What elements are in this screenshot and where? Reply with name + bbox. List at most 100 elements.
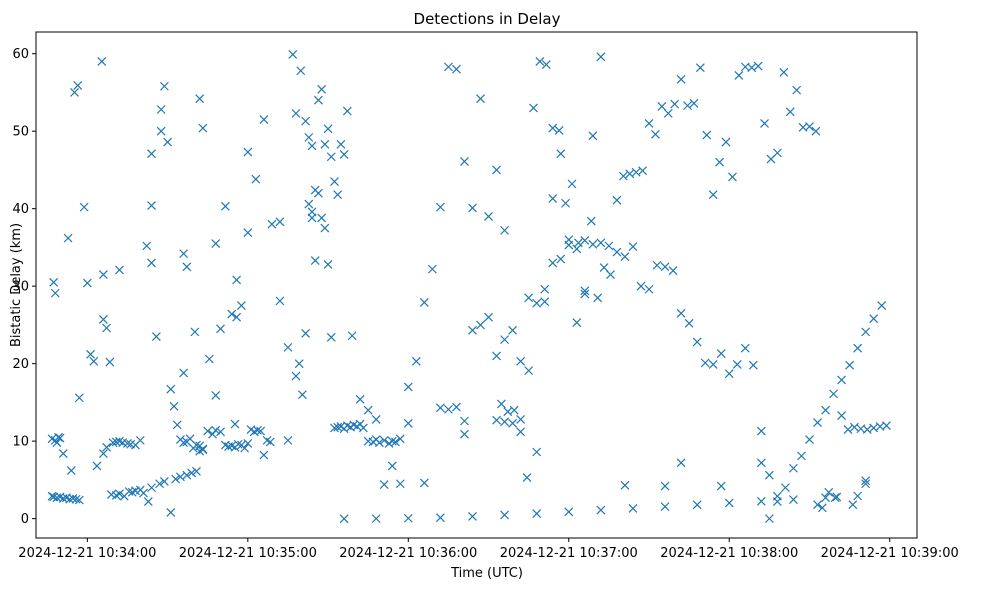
- data-point-marker: [476, 320, 485, 330]
- data-point-marker: [371, 514, 381, 524]
- x-axis: 2024-12-21 10:34:00 2024-12-21 10:35:00 20…: [18, 538, 959, 561]
- data-point-marker: [232, 312, 242, 322]
- data-point-marker: [824, 487, 834, 497]
- data-point-marker: [500, 225, 510, 235]
- data-point-marker: [379, 435, 389, 445]
- data-point-marker: [452, 402, 461, 412]
- data-point-marker: [753, 61, 763, 71]
- data-point-marker: [251, 174, 261, 184]
- data-point-marker: [492, 351, 501, 361]
- data-point-marker: [468, 203, 477, 213]
- data-point-marker: [460, 156, 469, 166]
- y-tick-label: 10: [12, 435, 29, 450]
- data-point-marker: [734, 70, 744, 80]
- data-point-marker: [179, 368, 189, 378]
- data-point-marker: [540, 297, 550, 307]
- data-point-marker: [283, 342, 293, 352]
- data-point-marker: [211, 390, 221, 400]
- data-point-marker: [198, 123, 208, 133]
- data-point-marker: [756, 426, 766, 436]
- data-point-marker: [588, 239, 598, 249]
- data-point-marker: [612, 195, 622, 205]
- data-point-marker: [58, 449, 68, 458]
- data-point-marker: [294, 359, 304, 369]
- data-point-marker: [599, 263, 609, 272]
- data-point-marker: [620, 480, 630, 490]
- data-point-marker: [572, 244, 582, 254]
- data-point-marker: [192, 440, 201, 450]
- data-point-marker: [732, 360, 742, 369]
- data-point-marker: [320, 223, 330, 233]
- data-point-marker: [509, 405, 519, 415]
- data-point-marker: [159, 81, 169, 91]
- data-point-marker: [89, 356, 99, 366]
- data-point-marker: [256, 426, 266, 436]
- data-point-marker: [882, 421, 891, 431]
- data-point-marker: [692, 500, 702, 510]
- y-tick-label: 60: [12, 47, 29, 62]
- data-point-marker: [147, 201, 156, 210]
- data-point-marker: [628, 242, 638, 252]
- data-point-marker: [861, 476, 871, 486]
- data-point-marker: [460, 416, 469, 426]
- data-point-marker: [98, 315, 108, 324]
- data-point-marker: [676, 74, 686, 84]
- data-point-marker: [596, 505, 606, 515]
- data-point-marker: [684, 318, 694, 328]
- data-point-marker: [304, 132, 314, 142]
- data-point-marker: [476, 94, 485, 104]
- data-point-marker: [484, 312, 493, 322]
- data-point-marker: [240, 443, 250, 453]
- data-point-marker: [155, 479, 164, 489]
- data-point-marker: [52, 438, 62, 448]
- data-point-marker: [115, 265, 124, 275]
- data-point-marker: [336, 139, 346, 149]
- data-point-marker: [73, 81, 83, 90]
- data-point-marker: [326, 332, 336, 342]
- data-point-marker: [843, 425, 853, 434]
- data-point-marker: [98, 449, 108, 458]
- data-point-marker: [529, 103, 538, 113]
- data-point-marker: [689, 98, 699, 108]
- data-point-marker: [358, 423, 368, 433]
- data-point-marker: [74, 495, 84, 505]
- data-point-marker: [443, 62, 453, 72]
- data-point-marker: [297, 390, 307, 400]
- data-point-marker: [403, 418, 413, 428]
- data-point-marker: [74, 393, 84, 403]
- data-point-marker: [670, 99, 680, 109]
- data-point-marker: [403, 382, 413, 392]
- data-point-marker: [310, 256, 320, 266]
- data-point-marker: [792, 85, 802, 95]
- data-point-marker: [307, 141, 317, 151]
- data-point-marker: [821, 405, 830, 415]
- data-point-marker: [660, 481, 670, 491]
- data-point-marker: [496, 399, 506, 409]
- data-point-marker: [179, 438, 189, 448]
- data-point-marker: [63, 233, 73, 243]
- data-point-marker: [848, 500, 858, 510]
- data-point-marker: [805, 122, 814, 131]
- data-point-marker: [204, 354, 214, 364]
- data-point-marker: [143, 497, 153, 507]
- data-point-marker: [604, 241, 614, 251]
- data-point-marker: [532, 509, 542, 518]
- data-point-marker: [216, 324, 225, 334]
- data-point-marker: [307, 213, 317, 223]
- data-point-marker: [548, 123, 558, 133]
- data-point-marker: [304, 199, 314, 209]
- data-point-marker: [756, 496, 766, 506]
- y-tick-label: 30: [12, 280, 29, 295]
- data-point-marker: [233, 439, 243, 449]
- data-point-marker: [724, 369, 734, 379]
- data-point-marker: [837, 375, 847, 385]
- data-point-marker: [853, 491, 863, 501]
- data-point-marker: [435, 513, 445, 523]
- data-point-marker: [171, 474, 181, 484]
- data-point-marker: [267, 219, 277, 229]
- data-point-marker: [524, 366, 534, 376]
- data-point-marker: [156, 126, 166, 136]
- data-point-marker: [169, 401, 179, 411]
- data-point-marker: [243, 228, 253, 238]
- data-point-marker: [516, 415, 526, 424]
